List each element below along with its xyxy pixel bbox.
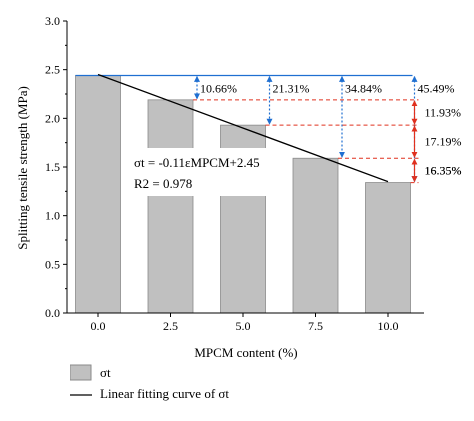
stepwise-reduction-label: 16.35% bbox=[425, 163, 462, 177]
x-tick-label: 5.0 bbox=[236, 319, 251, 333]
y-tick-label: 2.0 bbox=[45, 111, 60, 125]
cumulative-reduction-label: 34.84% bbox=[345, 82, 382, 96]
legend: σt Linear fitting curve of σt bbox=[70, 362, 370, 408]
bar bbox=[292, 157, 339, 314]
legend-swatches bbox=[70, 364, 92, 396]
x-tick-label: 2.5 bbox=[163, 319, 178, 333]
legend-label-fit: Linear fitting curve of σt bbox=[100, 386, 230, 401]
y-tick-label: 1.0 bbox=[45, 209, 60, 223]
x-axis-label: MPCM content (%) bbox=[194, 345, 297, 360]
bar bbox=[75, 75, 121, 314]
bar bbox=[365, 182, 411, 314]
cumulative-reduction-label: 21.31% bbox=[273, 82, 310, 96]
legend-label-bars: σt bbox=[100, 365, 111, 380]
stepwise-reduction-label: 16.35% bbox=[425, 164, 462, 178]
fit-line bbox=[97, 73, 389, 183]
stepwise-reduction-label: 11.93% bbox=[425, 105, 462, 119]
x-tick-label: 7.5 bbox=[308, 319, 323, 333]
cumulative-reduction-label: 45.49% bbox=[418, 82, 455, 96]
y-tick-label: 3.0 bbox=[45, 14, 60, 28]
fit-annotation-background bbox=[128, 148, 266, 196]
x-tick-label: 10.0 bbox=[378, 319, 399, 333]
y-axis-label: Splitting tensile strength (MPa) bbox=[15, 86, 30, 250]
y-tick-label: 2.5 bbox=[45, 63, 60, 77]
bar bbox=[147, 99, 194, 314]
y-tick-label: 0.0 bbox=[45, 306, 60, 320]
x-tick-label: 0.0 bbox=[91, 319, 106, 333]
y-tick-label: 1.5 bbox=[45, 160, 60, 174]
legend-swatch-bar bbox=[70, 364, 92, 381]
y-tick-label: 0.5 bbox=[45, 257, 60, 271]
stepwise-reduction-label: 17.19% bbox=[425, 135, 462, 149]
cumulative-reduction-label: 10.66% bbox=[200, 82, 237, 96]
fit-annotation: σt = -0.11εMPCM+2.45 R2 = 0.978 bbox=[128, 148, 266, 196]
fit-equation: σt = -0.11εMPCM+2.45 bbox=[134, 155, 260, 170]
fit-r-squared: R2 = 0.978 bbox=[134, 176, 192, 191]
